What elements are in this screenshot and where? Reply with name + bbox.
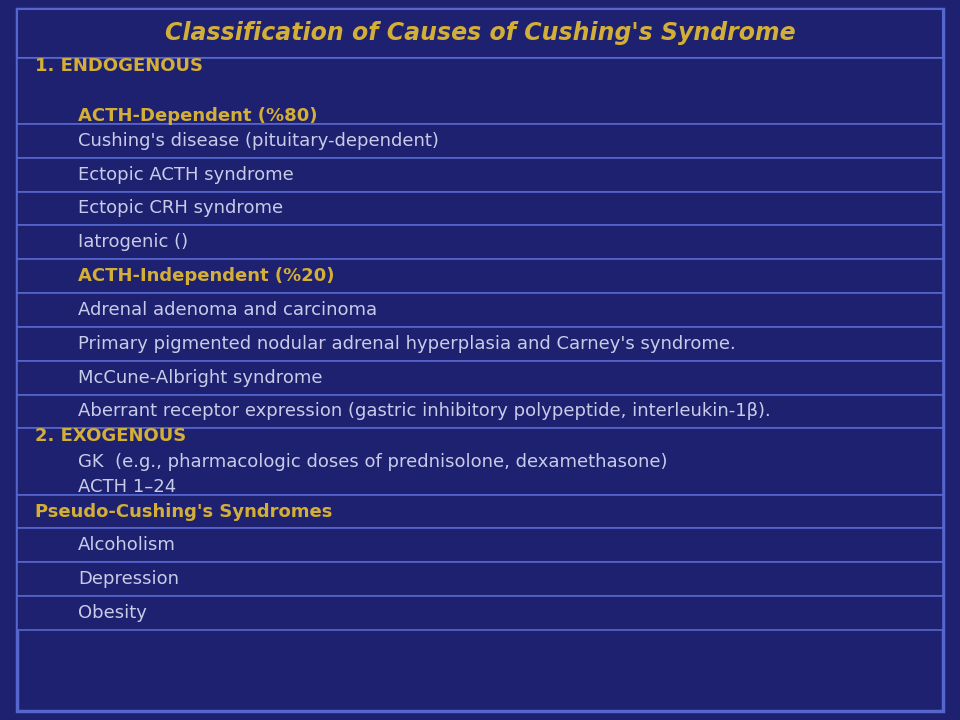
- Bar: [17, 225, 943, 259]
- Bar: [17, 192, 943, 225]
- Bar: [17, 293, 943, 327]
- Text: Ectopic ACTH syndrome: Ectopic ACTH syndrome: [78, 166, 294, 184]
- Text: 2. EXOGENOUS: 2. EXOGENOUS: [35, 428, 186, 446]
- Bar: [17, 428, 943, 495]
- Bar: [17, 361, 943, 395]
- Text: Ectopic CRH syndrome: Ectopic CRH syndrome: [78, 199, 283, 217]
- Text: GK  (e.g., pharmacologic doses of prednisolone, dexamethasone): GK (e.g., pharmacologic doses of prednis…: [78, 453, 667, 471]
- Text: Pseudo-Cushing's Syndromes: Pseudo-Cushing's Syndromes: [35, 503, 332, 521]
- Bar: [17, 9, 943, 58]
- Text: Obesity: Obesity: [78, 604, 147, 622]
- Text: McCune-Albright syndrome: McCune-Albright syndrome: [78, 369, 323, 387]
- Bar: [17, 259, 943, 293]
- Text: ACTH-Independent (%20): ACTH-Independent (%20): [78, 267, 334, 285]
- Bar: [17, 327, 943, 361]
- Bar: [17, 596, 943, 630]
- Text: Classification of Causes of Cushing's Syndrome: Classification of Causes of Cushing's Sy…: [165, 21, 795, 45]
- Bar: [17, 528, 943, 562]
- Text: ACTH 1–24: ACTH 1–24: [78, 477, 176, 495]
- Bar: [17, 395, 943, 428]
- Bar: [17, 495, 943, 528]
- Text: Alcoholism: Alcoholism: [78, 536, 176, 554]
- Text: Cushing's disease (pituitary-dependent): Cushing's disease (pituitary-dependent): [78, 132, 439, 150]
- Bar: [17, 58, 943, 124]
- Text: Depression: Depression: [78, 570, 179, 588]
- Text: 1. ENDOGENOUS: 1. ENDOGENOUS: [35, 57, 203, 75]
- Bar: [17, 124, 943, 158]
- Text: ACTH-Dependent (%80): ACTH-Dependent (%80): [78, 107, 317, 125]
- Bar: [17, 562, 943, 596]
- Text: Iatrogenic (): Iatrogenic (): [78, 233, 188, 251]
- Text: Aberrant receptor expression (gastric inhibitory polypeptide, interleukin-1β).: Aberrant receptor expression (gastric in…: [78, 402, 771, 420]
- Text: Adrenal adenoma and carcinoma: Adrenal adenoma and carcinoma: [78, 301, 377, 319]
- Text: Primary pigmented nodular adrenal hyperplasia and Carney's syndrome.: Primary pigmented nodular adrenal hyperp…: [78, 335, 735, 353]
- Bar: [17, 158, 943, 192]
